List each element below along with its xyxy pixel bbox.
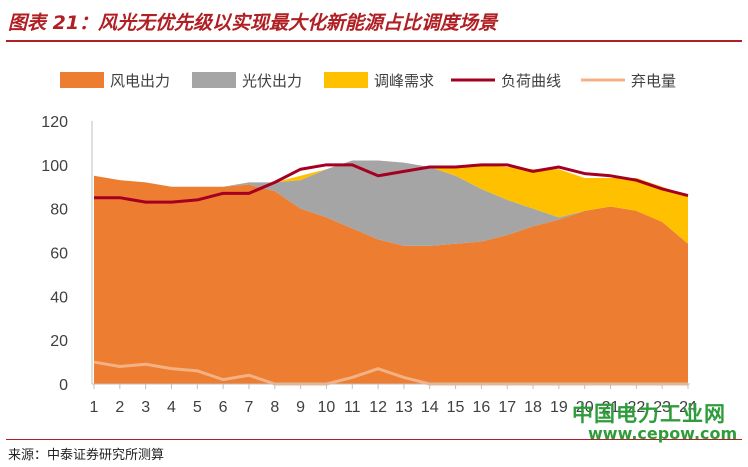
legend-label: 风电出力: [110, 72, 170, 90]
legend-swatch: [192, 72, 236, 88]
y-tick-label: 100: [41, 158, 68, 175]
x-tick-label: 20: [576, 399, 594, 416]
source-note: 来源：中泰证券研究所测算: [8, 448, 165, 463]
y-tick-label: 40: [50, 289, 68, 306]
legend-swatch: [60, 72, 104, 88]
x-tick-label: 8: [270, 399, 279, 416]
x-tick-label: 4: [167, 399, 176, 416]
x-tick-label: 6: [219, 399, 228, 416]
figure-title: 图表 21：风光无优先级以实现最大化新能源占比调度场景: [8, 12, 498, 34]
area-series: [94, 160, 688, 384]
legend: 风电出力 光伏出力 调峰需求 负荷曲线 弃电量: [60, 72, 676, 90]
y-tick-label: 120: [41, 114, 68, 131]
x-tick-label: 10: [318, 399, 336, 416]
x-tick-label: 9: [296, 399, 305, 416]
footer-rule: [6, 439, 742, 440]
y-tick-label: 80: [50, 202, 68, 219]
y-tick-label: 20: [50, 333, 68, 350]
x-tick-label: 15: [447, 399, 465, 416]
y-tick-label: 0: [59, 377, 68, 394]
legend-label: 光伏出力: [242, 72, 302, 90]
x-tick-label: 7: [245, 399, 254, 416]
area-series-2: [94, 160, 688, 246]
title-underline: [6, 40, 742, 42]
x-tick-label: 12: [369, 399, 387, 416]
legend-label: 弃电量: [631, 72, 676, 90]
x-tick-label: 17: [498, 399, 516, 416]
x-tick-label: 14: [421, 399, 439, 416]
legend-label: 调峰需求: [374, 72, 434, 90]
x-tick-label: 24: [679, 399, 697, 416]
watermark-name: 中国电力工业网: [572, 402, 726, 426]
x-tick-label: 19: [550, 399, 568, 416]
x-tick-label: 18: [524, 399, 542, 416]
x-tick-label: 11: [344, 399, 361, 416]
x-tick-label: 21: [602, 399, 620, 416]
area-series-3: [94, 160, 688, 244]
x-tick-label: 3: [141, 399, 150, 416]
x-tick-label: 2: [115, 399, 124, 416]
x-tick-label: 22: [627, 399, 645, 416]
x-tick-label: 23: [653, 399, 671, 416]
legend-swatch: [324, 72, 368, 88]
watermark-url: www.cepow.com: [588, 424, 738, 443]
line-series-1: [94, 163, 689, 204]
y-tick-label: 60: [50, 246, 68, 263]
x-tick-label: 1: [90, 399, 99, 416]
x-tick-label: 5: [193, 399, 202, 416]
x-tick-label: 16: [472, 399, 490, 416]
legend-label: 负荷曲线: [501, 72, 561, 90]
area-series-1: [94, 175, 688, 384]
x-tick-label: 13: [395, 399, 413, 416]
